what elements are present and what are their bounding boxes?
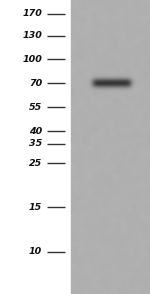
Text: 100: 100 xyxy=(22,54,42,64)
Text: 10: 10 xyxy=(29,248,42,256)
Text: 170: 170 xyxy=(22,9,42,19)
Text: 25: 25 xyxy=(29,158,42,168)
Text: 40: 40 xyxy=(29,126,42,136)
Text: 55: 55 xyxy=(29,103,42,111)
Text: 130: 130 xyxy=(22,31,42,41)
Bar xyxy=(70,0,150,294)
Text: 35: 35 xyxy=(29,139,42,148)
Text: 15: 15 xyxy=(29,203,42,211)
Text: 70: 70 xyxy=(29,78,42,88)
